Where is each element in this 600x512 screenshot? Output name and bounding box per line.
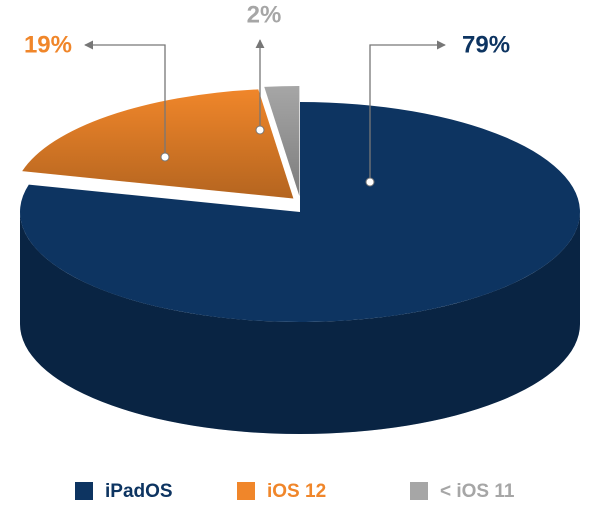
pie-slice: [20, 102, 581, 322]
value-label: 79%: [462, 31, 510, 58]
legend-swatch: [410, 482, 428, 500]
slice-shade: [264, 86, 300, 197]
leader-line: [369, 40, 446, 182]
legend-label: < iOS 11: [440, 481, 515, 502]
slice-shade: [22, 89, 294, 199]
legend-swatch: [75, 482, 93, 500]
legend-label: iPadOS: [105, 481, 173, 502]
legend-label: iOS 12: [267, 481, 326, 502]
leader-dot: [255, 125, 265, 135]
legend-swatch: [237, 482, 255, 500]
value-label: 19%: [24, 31, 72, 58]
value-label: 2%: [247, 1, 282, 28]
pie-side-shade: [20, 212, 580, 434]
leader-dot: [160, 152, 170, 162]
leader-line: [84, 40, 166, 157]
pie-side: [20, 212, 580, 434]
leader-dot: [365, 177, 375, 187]
